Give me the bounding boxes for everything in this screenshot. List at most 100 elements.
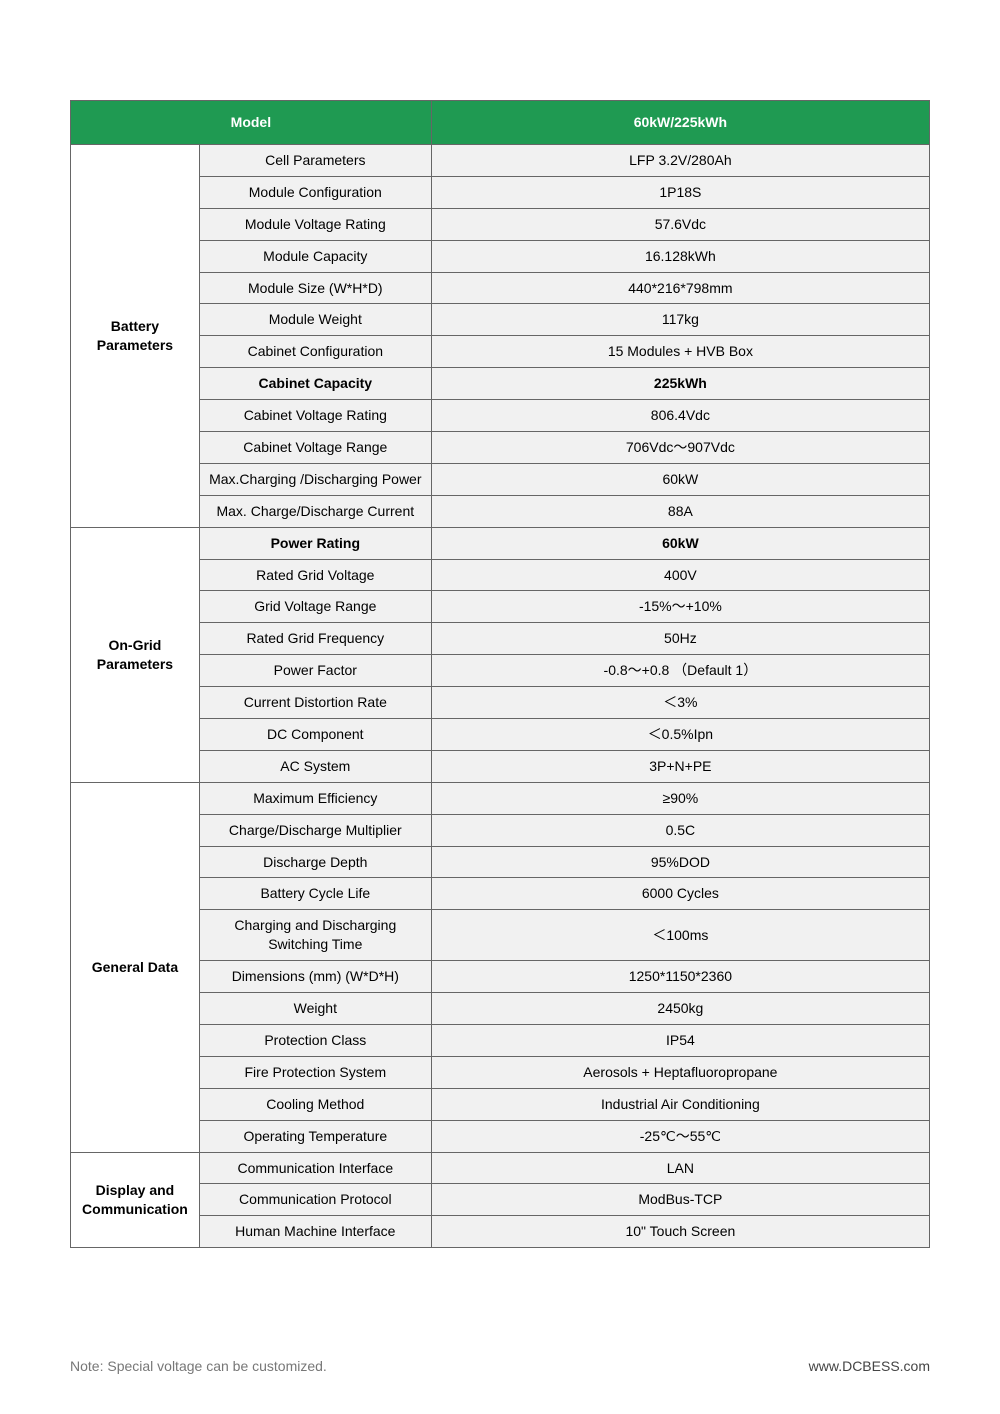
table-row: Display and CommunicationCommunication I… <box>71 1152 930 1184</box>
value-cell: Aerosols + Heptafluoropropane <box>431 1056 929 1088</box>
param-cell: Charge/Discharge Multiplier <box>199 814 431 846</box>
table-row: Discharge Depth95%DOD <box>71 846 930 878</box>
footer-url: www.DCBESS.com <box>809 1358 930 1374</box>
param-cell: Module Voltage Rating <box>199 208 431 240</box>
value-cell: -0.8～+0.8 （Default 1） <box>431 655 929 687</box>
table-row: Module Voltage Rating57.6Vdc <box>71 208 930 240</box>
param-cell: Human Machine Interface <box>199 1216 431 1248</box>
table-row: Rated Grid Frequency50Hz <box>71 623 930 655</box>
value-cell: LAN <box>431 1152 929 1184</box>
table-row: Weight2450kg <box>71 993 930 1025</box>
footer-note: Note: Special voltage can be customized. <box>70 1358 327 1374</box>
value-cell: ＜100ms <box>431 910 929 961</box>
value-cell: 400V <box>431 559 929 591</box>
value-cell: ≥90% <box>431 782 929 814</box>
spec-table: Model 60kW/225kWh Battery ParametersCell… <box>70 100 930 1248</box>
param-cell: Current Distortion Rate <box>199 687 431 719</box>
category-cell: General Data <box>71 782 200 1152</box>
table-row: General DataMaximum Efficiency≥90% <box>71 782 930 814</box>
param-cell: Cabinet Configuration <box>199 336 431 368</box>
table-row: Grid Voltage Range-15%～+10% <box>71 591 930 623</box>
value-cell: 60kW <box>431 463 929 495</box>
param-cell: Cooling Method <box>199 1088 431 1120</box>
table-row: Operating Temperature-25℃～55℃ <box>71 1120 930 1152</box>
value-cell: 88A <box>431 495 929 527</box>
table-row: Module Weight117kg <box>71 304 930 336</box>
table-row: Charge/Discharge Multiplier0.5C <box>71 814 930 846</box>
value-cell: 706Vdc～907Vdc <box>431 432 929 464</box>
param-cell: Discharge Depth <box>199 846 431 878</box>
table-row: Human Machine Interface10" Touch Screen <box>71 1216 930 1248</box>
table-row: Power Factor-0.8～+0.8 （Default 1） <box>71 655 930 687</box>
table-row: Current Distortion Rate＜3% <box>71 687 930 719</box>
param-cell: Communication Protocol <box>199 1184 431 1216</box>
table-row: Max. Charge/Discharge Current88A <box>71 495 930 527</box>
header-model-value: 60kW/225kWh <box>431 101 929 145</box>
param-cell: Battery Cycle Life <box>199 878 431 910</box>
value-cell: Industrial Air Conditioning <box>431 1088 929 1120</box>
param-cell: Maximum Efficiency <box>199 782 431 814</box>
value-cell: ModBus-TCP <box>431 1184 929 1216</box>
table-header: Model 60kW/225kWh <box>71 101 930 145</box>
param-cell: Communication Interface <box>199 1152 431 1184</box>
param-cell: Module Weight <box>199 304 431 336</box>
param-cell: Module Size (W*H*D) <box>199 272 431 304</box>
value-cell: 6000 Cycles <box>431 878 929 910</box>
value-cell: 3P+N+PE <box>431 750 929 782</box>
table-body: Battery ParametersCell ParametersLFP 3.2… <box>71 145 930 1248</box>
value-cell: IP54 <box>431 1024 929 1056</box>
table-row: Module Configuration1P18S <box>71 176 930 208</box>
value-cell: 15 Modules + HVB Box <box>431 336 929 368</box>
param-cell: Rated Grid Frequency <box>199 623 431 655</box>
footer: Note: Special voltage can be customized.… <box>70 1358 930 1374</box>
page: Model 60kW/225kWh Battery ParametersCell… <box>0 0 1000 1414</box>
table-row: AC System3P+N+PE <box>71 750 930 782</box>
param-cell: Module Configuration <box>199 176 431 208</box>
value-cell: 60kW <box>431 527 929 559</box>
table-row: Cooling MethodIndustrial Air Conditionin… <box>71 1088 930 1120</box>
param-cell: Grid Voltage Range <box>199 591 431 623</box>
value-cell: 225kWh <box>431 368 929 400</box>
param-cell: Module Capacity <box>199 240 431 272</box>
table-row: Rated Grid Voltage400V <box>71 559 930 591</box>
category-cell: On-Grid Parameters <box>71 527 200 782</box>
param-cell: Operating Temperature <box>199 1120 431 1152</box>
param-cell: Power Factor <box>199 655 431 687</box>
table-row: Cabinet Capacity225kWh <box>71 368 930 400</box>
category-cell: Battery Parameters <box>71 145 200 528</box>
param-cell: Cabinet Voltage Rating <box>199 400 431 432</box>
table-row: Module Capacity16.128kWh <box>71 240 930 272</box>
param-cell: Charging and Discharging Switching Time <box>199 910 431 961</box>
param-cell: Power Rating <box>199 527 431 559</box>
table-row: Module Size (W*H*D)440*216*798mm <box>71 272 930 304</box>
table-row: Charging and Discharging Switching Time＜… <box>71 910 930 961</box>
value-cell: 16.128kWh <box>431 240 929 272</box>
value-cell: 10" Touch Screen <box>431 1216 929 1248</box>
table-row: Cabinet Voltage Rating806.4Vdc <box>71 400 930 432</box>
table-row: Battery Cycle Life6000 Cycles <box>71 878 930 910</box>
value-cell: ＜0.5%Ipn <box>431 719 929 751</box>
table-row: Cabinet Voltage Range706Vdc～907Vdc <box>71 432 930 464</box>
value-cell: 440*216*798mm <box>431 272 929 304</box>
value-cell: 117kg <box>431 304 929 336</box>
param-cell: Protection Class <box>199 1024 431 1056</box>
param-cell: Cabinet Voltage Range <box>199 432 431 464</box>
value-cell: -25℃～55℃ <box>431 1120 929 1152</box>
table-row: Max.Charging /Discharging Power60kW <box>71 463 930 495</box>
param-cell: Max. Charge/Discharge Current <box>199 495 431 527</box>
table-row: Dimensions (mm) (W*D*H)1250*1150*2360 <box>71 961 930 993</box>
value-cell: 95%DOD <box>431 846 929 878</box>
param-cell: DC Component <box>199 719 431 751</box>
table-row: On-Grid ParametersPower Rating60kW <box>71 527 930 559</box>
param-cell: Dimensions (mm) (W*D*H) <box>199 961 431 993</box>
param-cell: Max.Charging /Discharging Power <box>199 463 431 495</box>
table-row: Protection ClassIP54 <box>71 1024 930 1056</box>
value-cell: ＜3% <box>431 687 929 719</box>
table-row: Communication ProtocolModBus-TCP <box>71 1184 930 1216</box>
value-cell: 57.6Vdc <box>431 208 929 240</box>
param-cell: Weight <box>199 993 431 1025</box>
param-cell: Rated Grid Voltage <box>199 559 431 591</box>
value-cell: 806.4Vdc <box>431 400 929 432</box>
value-cell: 2450kg <box>431 993 929 1025</box>
table-row: DC Component＜0.5%Ipn <box>71 719 930 751</box>
